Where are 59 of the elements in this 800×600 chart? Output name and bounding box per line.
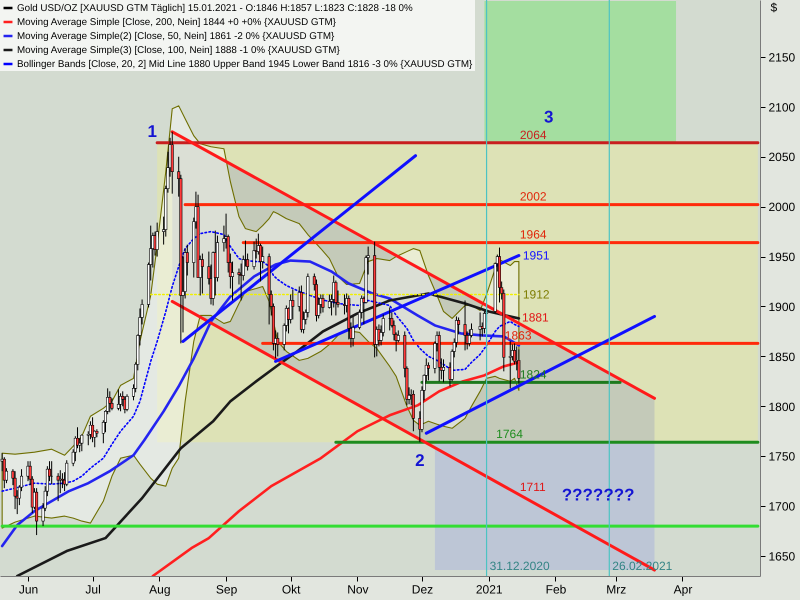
candlestick <box>65 460 68 487</box>
x-tick-label: Mrz <box>606 582 626 596</box>
ref-line-label: 31.12.2020 <box>490 559 550 573</box>
candlestick <box>252 241 256 270</box>
annotation: 1711 <box>520 480 546 494</box>
y-tick-label: 1800 <box>768 400 796 414</box>
annotation: 1881 <box>522 310 550 324</box>
annotation: 1764 <box>496 427 524 442</box>
annotation: 2 <box>415 451 425 470</box>
legend-label: Moving Average Simple [Close, 200, Nein] 1844 +0 +0% {XAUUSD GTM} <box>17 17 337 28</box>
candlestick <box>80 434 84 452</box>
candlestick <box>517 348 520 384</box>
x-tick-label: Feb <box>546 582 567 596</box>
y-tick-label: 1750 <box>768 450 796 464</box>
x-tick-label: Okt <box>282 582 302 596</box>
legend-label: Bollinger Bands [Close, 20, 2] Mid Line 1880 Upper Band 1945 Lower Band 1816 -3 0% {XAUUSD GTM} <box>17 59 474 70</box>
annotation: 3 <box>544 108 554 127</box>
x-tick-label: 2021 <box>476 582 503 596</box>
annotation: 1951 <box>522 248 550 263</box>
candlestick <box>116 388 120 411</box>
candlestick <box>442 358 446 383</box>
x-tick-label: Sep <box>216 582 238 596</box>
y-tick-label: 1950 <box>768 250 796 264</box>
candlestick <box>412 390 415 432</box>
x-tick-label: Dez <box>412 582 434 596</box>
candlestick <box>321 294 324 313</box>
y-axis-title: $ <box>770 0 778 14</box>
candlestick <box>14 470 17 510</box>
legend-label: Moving Average Simple(3) [Close, 100, Nein] 1888 -1 0% {XAUUSD GTM} <box>17 45 340 56</box>
candlestick <box>464 300 467 351</box>
y-tick-label: 2150 <box>768 50 796 64</box>
x-tick-label: Nov <box>347 582 369 596</box>
y-tick-label: 2000 <box>768 200 796 214</box>
candlestick <box>56 472 60 502</box>
candlestick <box>276 332 280 357</box>
candlestick <box>426 362 430 381</box>
y-tick-label: 2100 <box>768 100 796 114</box>
annotation: 1 <box>148 122 157 141</box>
candlestick <box>508 340 512 389</box>
candlestick <box>482 310 486 334</box>
candlestick <box>291 288 294 320</box>
x-tick-label: Aug <box>149 582 170 596</box>
y-tick-label: 1900 <box>768 300 796 314</box>
y-tick-label: 2050 <box>768 150 796 164</box>
x-tick-label: Apr <box>674 582 692 596</box>
legend-label: Moving Average Simple(2) [Close, 50, Nein] 1861 -2 0% {XAUUSD GTM} <box>17 31 335 42</box>
annotation: 1912 <box>522 287 550 302</box>
annotation: 1964 <box>520 228 547 242</box>
y-tick-label: 1650 <box>768 550 796 564</box>
legend-label: Gold USD/OZ [XAUUSD GTM Täglich] 15.01.2021 - O:1846 H:1857 L:1823 C:1828 -18 0% <box>17 3 413 14</box>
candlestick <box>200 253 204 294</box>
candlestick <box>156 222 159 258</box>
y-tick-label: 1850 <box>768 350 796 364</box>
candlestick <box>108 390 112 413</box>
annotation: 2064 <box>520 128 547 142</box>
annotation: 2002 <box>520 190 547 204</box>
y-tick-label: 1700 <box>768 500 796 514</box>
x-tick-label: Jun <box>18 582 38 596</box>
x-tick-label: Jul <box>85 582 101 596</box>
